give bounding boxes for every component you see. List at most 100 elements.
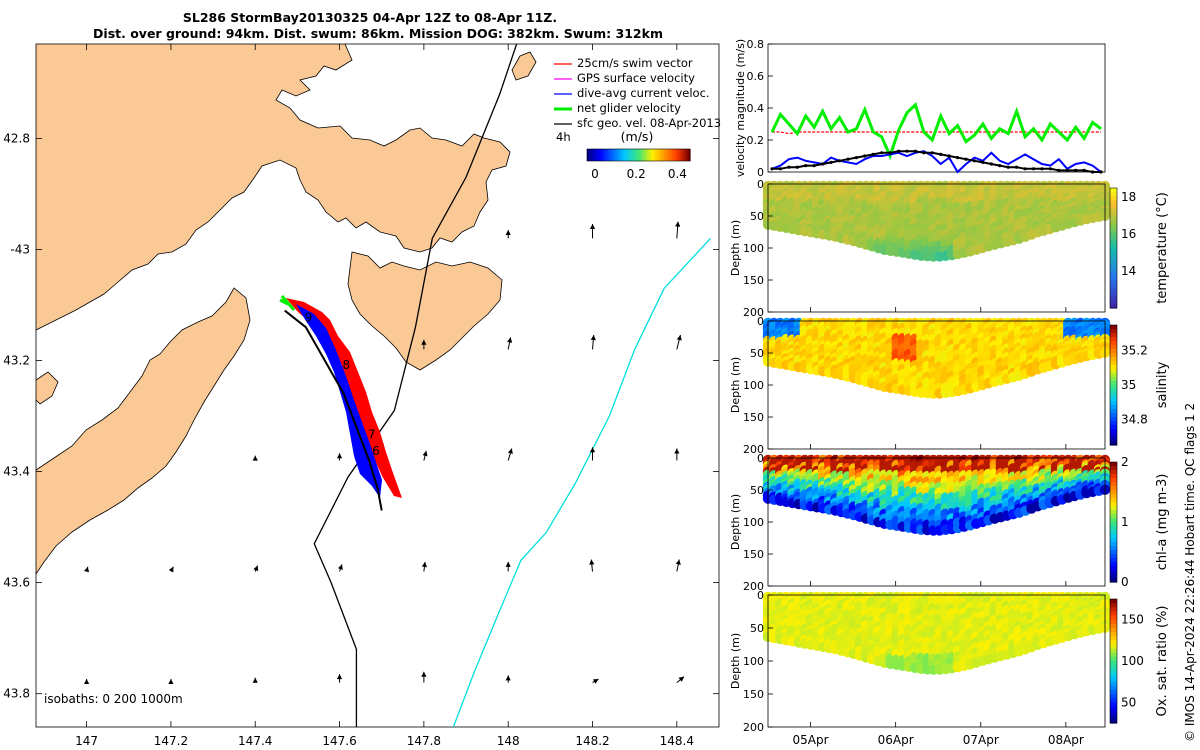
section-colorbar-segment — [1110, 264, 1117, 269]
section-colorbar-segment — [1110, 466, 1117, 471]
section-colorbar-segment — [1110, 212, 1117, 217]
section-colorbar-tick-label: 35.2 — [1121, 344, 1148, 358]
geo-vector-arrow — [590, 334, 596, 350]
section-colorbar-segment — [1110, 216, 1117, 221]
section-colorbar-segment — [1110, 208, 1117, 213]
geo-vector-arrow — [252, 455, 258, 461]
legend-net-label: net glider velocity — [577, 101, 681, 115]
colorbar-segment — [671, 149, 676, 161]
land-north — [36, 44, 511, 331]
section-colorbar-segment — [1110, 562, 1117, 567]
velocity-geo-point — [913, 149, 918, 153]
section-ylabel: Depth (m) — [729, 494, 742, 550]
velocity-geo-point — [981, 160, 985, 164]
section-colorbar-segment — [1110, 433, 1117, 438]
section-colorbar-segment — [1110, 554, 1117, 559]
section-y-tick-label: 150 — [743, 688, 764, 701]
isobaths-label: isobaths: 0 200 1000m — [44, 692, 183, 706]
section-y-tick-label: 50 — [750, 210, 764, 223]
section-colorbar-segment — [1110, 510, 1117, 515]
section-y-tick-label: 0 — [757, 178, 764, 191]
geo-vector-arrow — [507, 448, 513, 461]
day-marker-label: 9 — [305, 311, 313, 325]
title-line-2: Dist. over ground: 94km. Dist. swum: 86k… — [93, 26, 663, 41]
velocity-geo-point — [880, 151, 884, 155]
colorbar-segment — [610, 149, 614, 161]
geo-vector-arrow — [421, 561, 428, 572]
section-y-tick-label: 200 — [743, 580, 764, 593]
section-colorbar-segment — [1110, 714, 1117, 720]
colorbar-segment — [587, 149, 591, 161]
velocity-geo-point — [989, 162, 993, 166]
velocity-ylabel: velocity magnitude (m/s) — [734, 39, 747, 177]
colorbar-segment — [628, 149, 632, 161]
section-colorbar-segment — [1110, 240, 1117, 245]
colorbar-segment — [612, 149, 616, 161]
colorbar-unit: (m/s) — [621, 129, 654, 144]
section-colorbar-segment — [1110, 570, 1117, 575]
section-colorbar-tick-label: 35 — [1121, 378, 1136, 392]
colorbar-segment — [669, 149, 673, 161]
section-colorbar-segment — [1110, 474, 1117, 479]
section-colorbar-segment — [1110, 405, 1117, 410]
section-colorbar-segment — [1110, 534, 1117, 539]
geo-vector-arrow — [507, 337, 513, 350]
section-colorbar-segment — [1110, 574, 1117, 579]
velocity-geo-point — [896, 149, 901, 153]
velocity-y-tick-label: 0.4 — [747, 102, 765, 115]
section-y-tick-label: 200 — [743, 443, 764, 456]
velocity-geo-point — [939, 152, 943, 156]
geo-vector-arrow — [83, 678, 90, 684]
map-contents: 9 8 7 6 — [36, 44, 712, 727]
velocity-geo-point — [770, 167, 774, 171]
colorbar-segment — [664, 149, 668, 161]
colorbar-segment — [635, 149, 640, 161]
colorbar-segment — [607, 149, 611, 161]
track-blue-envelope — [296, 304, 382, 498]
map-y-tick-label: 43.4 — [3, 465, 30, 479]
geo-vector-arrow — [505, 229, 511, 239]
section-x-tick-label: 08Apr — [1048, 733, 1084, 747]
velocity-geo-point — [905, 149, 909, 153]
velocity-frame — [767, 43, 1106, 173]
section-colorbar-segment — [1110, 648, 1117, 654]
section-colorbar-segment — [1110, 437, 1117, 442]
section-colorbar-frame — [1109, 598, 1118, 724]
colorbar-segment — [620, 149, 624, 161]
legend-swim: 25cm/s swim vector — [554, 56, 693, 70]
section-colorbar-segment — [1110, 470, 1117, 475]
colorbar-segment — [661, 149, 665, 161]
legend-gps: GPS surface velocity — [554, 71, 695, 85]
section-colorbar-segment — [1110, 413, 1117, 418]
section-colorbar-segment — [1110, 256, 1117, 261]
isobath-1000m — [452, 237, 712, 727]
section-colorbar-segment — [1110, 421, 1117, 426]
section-colorbar-tick-label: 14 — [1121, 264, 1136, 278]
isobath-200m — [313, 44, 518, 727]
section-colorbar-segment — [1110, 200, 1117, 205]
section-colorbar-segment — [1110, 228, 1117, 233]
velocity-y-tick-label: 0 — [757, 166, 764, 179]
section-colorbar-segment — [1110, 272, 1117, 277]
section-colorbar-segment — [1110, 268, 1117, 273]
section-colorbar-frame — [1109, 461, 1118, 583]
section-oxygen-saturation-section: 0 50 100 150 200 Depth (m) 50 100 150 Ox. sat. ra… — [729, 589, 1170, 734]
section-colorbar-segment — [1110, 304, 1117, 309]
velocity-geo-point — [1040, 167, 1044, 171]
section-colorbar-segment — [1110, 337, 1117, 342]
geo-vector-arrow — [675, 221, 681, 239]
section-y-tick-label: 100 — [743, 379, 764, 392]
section-colorbar-segment — [1110, 498, 1117, 503]
section-colorbar-segment — [1110, 236, 1117, 241]
section-colorbar-segment — [1110, 349, 1117, 354]
colorbar-segment — [643, 149, 647, 161]
section-colorbar-segment — [1110, 566, 1117, 571]
section-y-tick-label: 0 — [757, 315, 764, 328]
section-colorbar-segment — [1110, 640, 1117, 646]
section-temperature-section: 0 50 100 150 200 Depth (m) 14 16 18 temperature (… — [729, 178, 1170, 319]
section-colorbar-segment — [1110, 710, 1117, 716]
section-colorbar-segment — [1110, 644, 1117, 650]
section-colorbar-segment — [1110, 685, 1117, 691]
section-colorbar-segment — [1110, 429, 1117, 434]
